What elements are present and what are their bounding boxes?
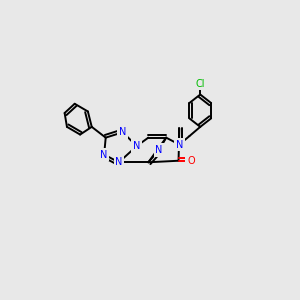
Text: N: N <box>133 141 140 151</box>
Text: Cl: Cl <box>196 79 205 89</box>
Text: N: N <box>115 157 123 167</box>
Text: N: N <box>155 145 163 155</box>
Text: N: N <box>119 127 126 137</box>
Text: N: N <box>176 140 183 150</box>
Text: N: N <box>100 150 108 160</box>
Text: O: O <box>187 156 195 166</box>
